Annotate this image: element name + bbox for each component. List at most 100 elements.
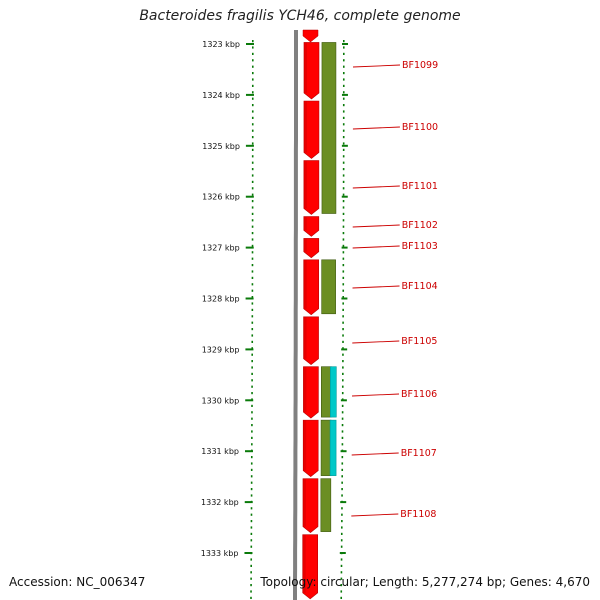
guide-dot-right [342,276,345,279]
gene-arrow-shade [303,238,307,252]
cog-track [320,42,337,532]
gene-label: BF1099 [402,60,438,71]
guide-dot-right [342,225,345,228]
ruler-tick-label: 1333 kbp [201,549,239,558]
guide-dot-right [342,136,345,139]
guide-dot-left [251,334,254,337]
guide-dot-right [341,513,343,516]
gene-track [302,29,320,600]
guide-dot-right [342,123,345,126]
guide-dot-left [251,91,254,94]
guide-dot-right [340,545,343,548]
cog-block-olive [321,259,336,315]
guide-dot-left [250,571,252,574]
guide-dot-left [251,379,253,382]
gene-label: BF1100 [402,122,438,133]
guide-dot-left [251,174,254,177]
gene-label: BF1101 [402,181,438,192]
gene-label: BF1107 [401,448,437,459]
cog-block-olive [321,42,337,214]
guide-dot-right [342,232,345,235]
guide-dot-right [342,59,345,62]
gene-arrow-shade [302,478,306,527]
guide-dot-right [342,244,345,247]
guide-dot-left [251,52,254,55]
cog-block-cyan [330,366,337,418]
guide-dot-left [251,283,254,286]
guide-dot-left [250,590,252,593]
gene-label: BF1106 [401,389,437,400]
genome-title: Bacteroides fragilis YCH46, complete gen… [139,8,461,24]
ruler-tick-label: 1330 kbp [202,396,240,405]
guide-dot-right [342,193,345,196]
guide-dot-right [342,129,345,132]
gene-arrow-shade [303,259,307,309]
gene-arrow-shade [303,216,307,231]
guide-dot-left [251,315,254,318]
guide-dot-left [250,475,253,478]
guide-dot-right [342,187,345,190]
guide-dot-left [250,456,253,459]
gene-labels: BF1099 BF1100 BF1101 BF1102 BF1103 BF1104 BF11… [351,60,438,520]
guide-dot-right [342,97,345,100]
guide-dot-left [251,72,254,75]
guide-dot-right [342,257,345,260]
guide-dot-right [341,404,344,407]
ruler-tick-label: 1324 kbp [202,91,240,100]
guide-dot-right [342,142,345,145]
guide-dot-right [341,424,344,427]
guide-dot-right [340,558,343,561]
guide-dot-left [250,507,253,510]
gene-label-leader [352,393,400,397]
gene-label-leader [352,64,401,68]
guide-dot-right [342,110,345,113]
guide-dot-right [342,308,344,311]
guide-dot-left [251,84,254,87]
guide-dot-left [251,340,254,343]
guide-dot-left [250,545,253,548]
guide-dot-right [342,180,345,183]
gene-arrow [303,160,320,215]
guide-dot-right [341,488,343,491]
guide-dot-left [251,417,253,420]
guide-dot-left [251,136,254,139]
guide-dot-left [251,206,254,209]
guide-dot-right [342,65,345,68]
guide-dot-left [251,97,254,100]
guide-dot-left [250,449,253,452]
guide-dot-right [342,238,345,241]
guide-dot-right [342,251,345,254]
ruler-tick-label: 1331 kbp [201,447,239,456]
backbone-line [293,30,298,600]
gene-arrow-shade [303,160,307,209]
guide-dot-right [342,270,345,273]
guide-dot-left [251,187,254,190]
guide-dot-right [341,436,344,439]
guide-dot-left [251,264,254,267]
guide-dot-left [251,59,254,62]
guide-dot-left [250,526,253,529]
guide-dot-right [340,532,343,535]
guide-dot-left [250,494,253,497]
guide-dot-right [340,539,343,542]
guide-dot-left [251,436,253,439]
guide-dot-right [342,347,344,350]
guide-dot-left [251,116,254,119]
guide-dot-left [251,212,254,215]
guide-dot-left [250,539,253,542]
guide-dot-right [342,328,344,331]
guide-dot-left [251,276,254,279]
gene-arrow-shade [303,420,307,471]
gene-label-leader [352,224,400,228]
guide-dot-right [342,340,344,343]
guide-dot-left [250,481,253,484]
guide-dot-left [251,46,254,49]
guide-dot-right [342,116,345,119]
guide-dot-left [251,225,254,228]
guide-dot-left [251,270,254,273]
guide-dot-right [342,155,345,158]
ruler-tick-label: 1327 kbp [202,244,240,253]
ruler-tick-label: 1329 kbp [202,345,240,354]
